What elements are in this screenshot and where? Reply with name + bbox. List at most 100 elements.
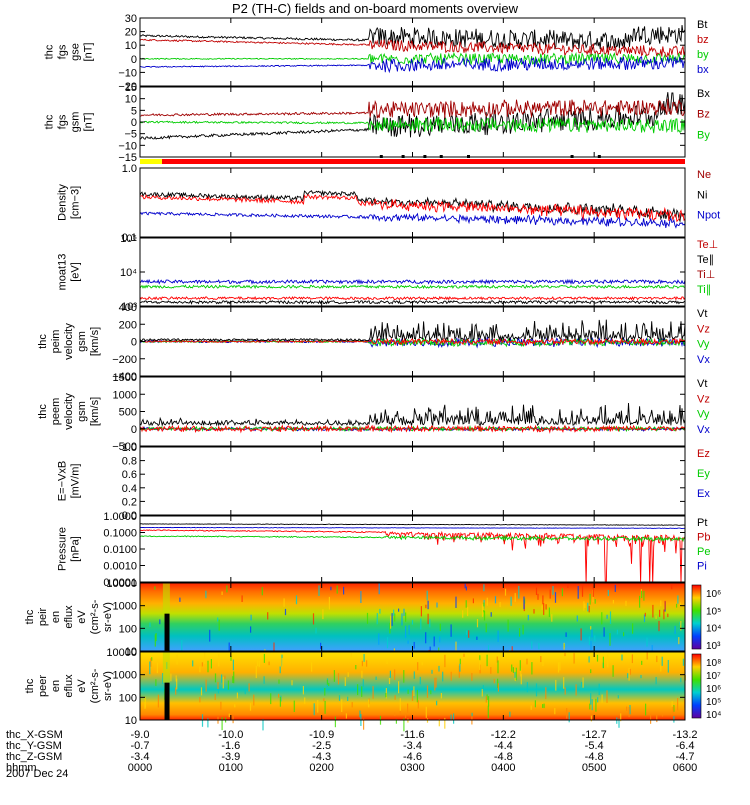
efield-ytick-label: 0.2 <box>122 496 137 508</box>
efield-legend-Ez: Ez <box>697 448 710 460</box>
peir_spec-colorbar-tick: 10⁴ <box>706 624 721 635</box>
fgs_gsm-legend-Bx: Bx <box>697 88 710 100</box>
density-series-Ni <box>140 193 685 223</box>
peer_spec-ytick-label: 10000 <box>106 647 137 659</box>
temperature-legend-Te∥: Te∥ <box>697 254 714 266</box>
fgs_gsm-series-Bx <box>140 92 685 140</box>
orbit-value: -12.2 <box>491 729 516 741</box>
efield-ylabel: E=−VxB <box>57 461 69 501</box>
peer_spec-colorbar-tick: 10⁸ <box>706 658 721 669</box>
fgs_gse-legend-bx: bx <box>697 64 709 76</box>
burst-marker <box>401 155 405 158</box>
pressure-series-Pe <box>140 529 685 582</box>
pressure-ylabel: Pressure <box>57 527 69 571</box>
peer_spec-spectrogram <box>140 652 685 720</box>
temperature-legend-Ti∥: Ti∥ <box>697 284 711 296</box>
mode-bar-slow <box>140 159 162 164</box>
efield-legend-Ey: Ey <box>697 468 710 480</box>
fgs_gsm-legend-By: By <box>697 129 710 141</box>
pressure-ytick-label: 0.0001 <box>103 577 137 589</box>
orbit-label-thc_X-GSM: thc_X-GSM <box>6 729 63 741</box>
peim_velocity-ytick-label: 200 <box>119 319 137 331</box>
orbit-value: -4.7 <box>676 751 695 763</box>
pressure-legend-Pe: Pe <box>697 546 710 558</box>
peem_velocity-series-Vx <box>140 402 685 427</box>
panel-peim_velocity: 400 200 0 −200 −400 thc peim velocity gsm [km/s] V… <box>37 302 710 383</box>
peir_spec-ylabel: en <box>50 611 62 623</box>
peir_spec-colorbar-tick: 10⁵ <box>706 606 721 617</box>
density-ylabel: Density <box>57 184 69 221</box>
temperature-ylabel: [eV] <box>70 262 82 282</box>
peer_spec-colorbar <box>691 653 702 719</box>
orbit-value: -10.0 <box>218 729 243 741</box>
pressure-legend-Pi: Pi <box>697 561 707 573</box>
fgs_gse-frame <box>139 17 686 87</box>
efield-ytick-label: 0.8 <box>122 456 137 468</box>
density-legend-Ne: Ne <box>697 169 711 181</box>
peim_velocity-series-Vx <box>140 319 685 342</box>
peem_velocity-series-Vy <box>140 424 685 434</box>
efield-ytick-label: 0.6 <box>122 469 137 481</box>
burst-marker <box>597 155 601 158</box>
peir_spec-ytick-label: 1000 <box>113 601 137 613</box>
orbit-label-thc_Z-GSM: thc_Z-GSM <box>6 751 62 763</box>
fgs_gse-ytick-label: 0 <box>131 54 137 66</box>
peem_velocity-ylabel: thc <box>37 404 49 419</box>
burst-marker <box>439 155 443 158</box>
panel-efield: 1.0 0.80.6 0.40.2 0.0 E=−VxB [mV/m] Ez Ey Ex <box>57 442 711 522</box>
temperature-series-Te⊥ <box>140 278 685 285</box>
panel-pressure: 1.0000 0.1000 0.0100 0.0010 0.0001 Pressure [n… <box>57 511 711 589</box>
pressure-legend-Pt: Pt <box>697 517 707 529</box>
peim_velocity-ytick-label: 400 <box>119 302 137 314</box>
peir_spec-spectrogram <box>140 583 685 651</box>
panel-peir_spec: 10⁶ 10⁵ 10⁴ 10³ 10000 1000 100 10 thc peir en eflux… <box>24 578 721 664</box>
peem_velocity-ytick-label: 1500 <box>113 372 137 384</box>
temperature-ylabel: moat13 <box>57 254 69 291</box>
fgs_gse-legend-Bt: Bt <box>697 19 707 31</box>
temperature-ytick-label: 10⁴ <box>120 267 137 279</box>
panel-peer_spec: 10⁸ 10⁷ 10⁶ 10⁵ 10⁴ 10000 1000 100 10 thc peer en ef… <box>24 647 721 732</box>
fgs_gsm-ytick-label: 0 <box>131 117 137 129</box>
orbit-value: 0600 <box>673 762 697 774</box>
burst-marker <box>570 155 574 158</box>
orbit-value: -4.8 <box>494 751 513 763</box>
orbit-value: -10.9 <box>309 729 334 741</box>
peer_spec-colorbar-tick: 10⁵ <box>706 697 721 708</box>
peem_velocity-series-group <box>140 402 685 434</box>
orbit-value: -12.7 <box>582 729 607 741</box>
fgs_gsm-ylabel: [nT] <box>83 113 95 132</box>
fgs_gse-series-group <box>140 25 685 74</box>
fgs_gsm-ytick-label: 5 <box>131 105 137 117</box>
peir_spec-ytick-label: 10 <box>125 646 137 658</box>
peir_spec-colorbar <box>691 584 702 650</box>
pressure-ytick-label: 1.0000 <box>103 511 137 523</box>
peim_velocity-ytick-label: 0 <box>131 337 137 349</box>
peem_velocity-ytick-label: 1000 <box>113 389 137 401</box>
peem_velocity-ylabel: velocity <box>63 393 75 430</box>
peer_spec-ylabel: peer <box>37 675 49 697</box>
fgs_gse-ytick-label: 30 <box>125 13 137 25</box>
peir_spec-data-gap <box>164 613 170 651</box>
peir_spec-ylabel: eV <box>76 610 88 624</box>
temperature-legend-Ti⊥: Ti⊥ <box>697 269 715 281</box>
pressure-frame <box>139 515 686 583</box>
fgs_gsm-series-By <box>140 116 685 134</box>
orbit-value: 0300 <box>400 762 424 774</box>
efield-ytick-label: 1.0 <box>122 442 137 454</box>
orbit-value: -5.4 <box>585 740 604 752</box>
temperature-series-group <box>140 278 685 305</box>
peir_spec-ylabel: eflux <box>63 605 75 629</box>
peem_velocity-ytick-label: −500 <box>112 441 137 453</box>
orbit-value: -9.0 <box>131 729 150 741</box>
peim_velocity-ylabel: [km/s] <box>89 327 101 356</box>
peer_spec-ylabel: (cm²-s- <box>89 668 101 703</box>
fgs_gsm-ytick-label: 15 <box>125 82 137 94</box>
orbit-value: -1.6 <box>221 740 240 752</box>
mode-bar <box>140 155 685 164</box>
peim_velocity-ylabel: peim <box>50 330 62 354</box>
peem_velocity-legend-Vt: Vt <box>697 378 707 390</box>
fgs_gsm-ylabel: gsm <box>70 112 82 133</box>
peem_velocity-ytick-label: 500 <box>119 407 137 419</box>
peem_velocity-ylabel: [km/s] <box>89 397 101 426</box>
